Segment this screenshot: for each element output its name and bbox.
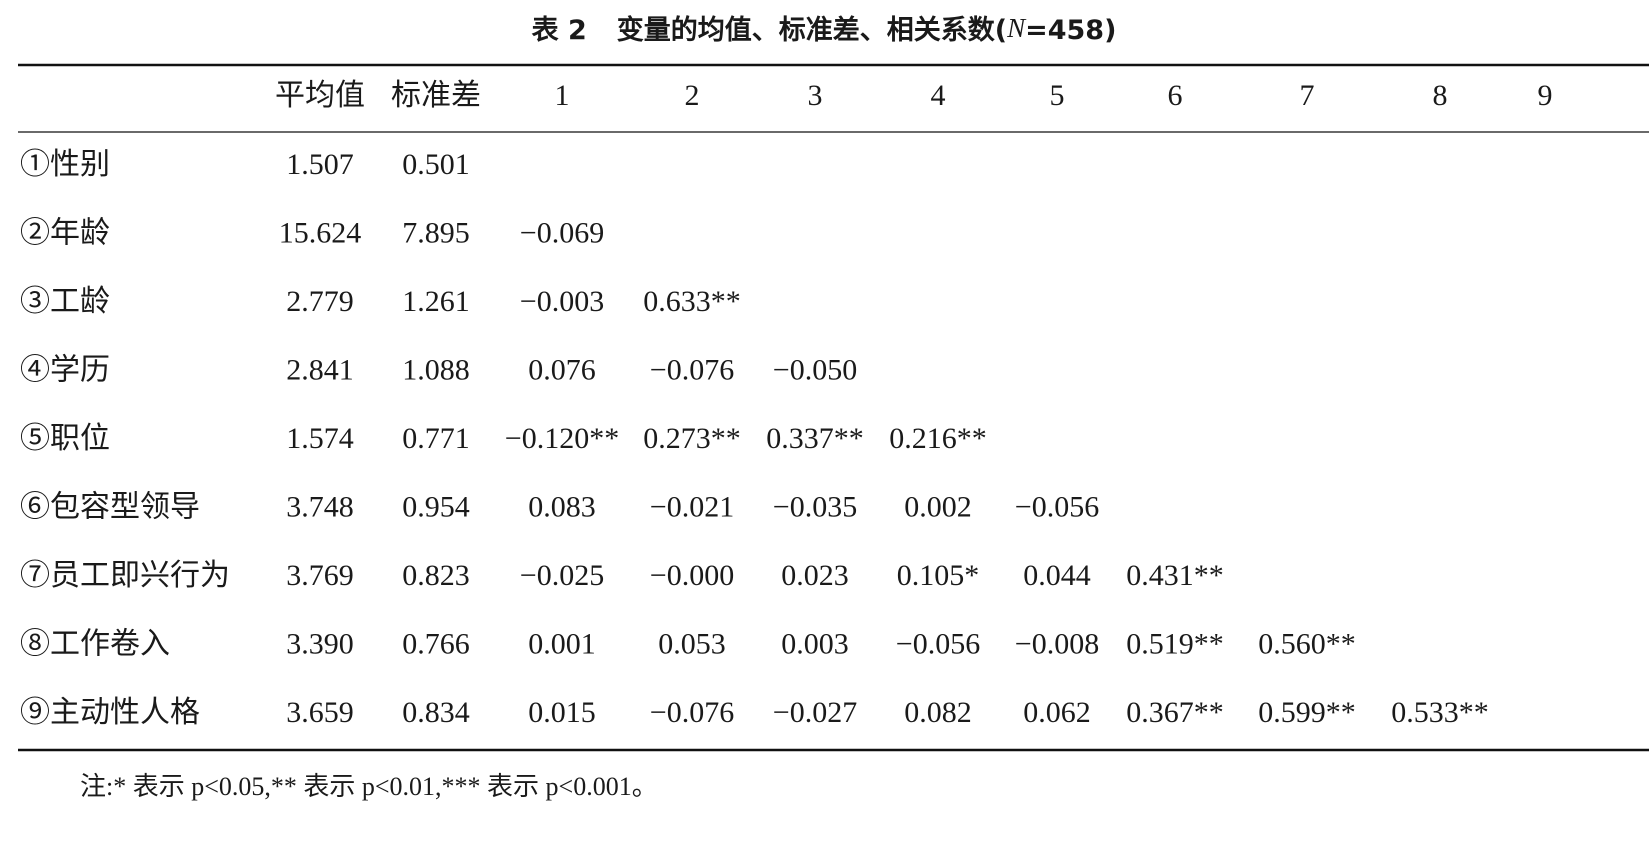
column-header: 8 — [1433, 79, 1448, 112]
column-header: 3 — [808, 79, 823, 112]
cell: 2.841 — [286, 353, 354, 386]
cell: 0.273** — [643, 422, 741, 455]
column-header: 5 — [1050, 79, 1065, 112]
cell: 0.431** — [1126, 559, 1224, 592]
column-header: 平均值 — [275, 79, 365, 112]
row-label: ⑥包容型领导 — [20, 490, 200, 523]
cell: 0.044 — [1023, 559, 1091, 592]
caption-label: 表 2 — [532, 15, 587, 46]
cell: 0.105* — [897, 559, 980, 592]
cell: 0.834 — [402, 696, 470, 729]
cell: 0.001 — [528, 627, 596, 660]
cell: 0.002 — [904, 490, 972, 523]
column-header: 2 — [685, 79, 700, 112]
cell: 0.766 — [402, 627, 470, 660]
cell: 0.633** — [643, 285, 741, 318]
cell: −0.021 — [650, 490, 734, 523]
cell: 3.390 — [286, 627, 354, 660]
cell: −0.076 — [650, 696, 734, 729]
cell: 0.954 — [402, 490, 470, 523]
row-label: ⑦员工即兴行为 — [20, 559, 230, 592]
column-header: 7 — [1300, 79, 1315, 112]
column-header: 9 — [1538, 79, 1553, 112]
cell: 0.823 — [402, 559, 470, 592]
cell: 0.015 — [528, 696, 596, 729]
cell: 3.659 — [286, 696, 354, 729]
note: 注:* 表示 p<0.05,** 表示 p<0.01,*** 表示 p<0.00… — [80, 772, 658, 801]
cell: −0.050 — [773, 353, 857, 386]
cell: 0.003 — [781, 627, 849, 660]
column-header: 1 — [555, 79, 570, 112]
caption-italic: N — [1006, 13, 1027, 43]
cell: 3.769 — [286, 559, 354, 592]
cell: −0.003 — [520, 285, 604, 318]
caption-text: 变量的均值、标准差、相关系数( — [617, 14, 1007, 46]
cell: −0.008 — [1015, 627, 1099, 660]
row-label: ⑨主动性人格 — [20, 696, 200, 729]
cell: 0.076 — [528, 353, 596, 386]
cell: −0.069 — [520, 216, 604, 249]
cell: −0.056 — [1015, 490, 1099, 523]
cell: −0.027 — [773, 696, 857, 729]
row-label: ①性别 — [20, 148, 110, 181]
column-header: 6 — [1168, 79, 1183, 112]
cell: −0.025 — [520, 559, 604, 592]
column-header: 4 — [931, 79, 946, 112]
cell: 3.748 — [286, 490, 354, 523]
row-label: ④学历 — [20, 353, 110, 386]
cell: −0.035 — [773, 490, 857, 523]
cell: 0.599** — [1258, 696, 1356, 729]
cell: 0.023 — [781, 559, 849, 592]
cell: 0.533** — [1391, 696, 1489, 729]
cell: 0.771 — [402, 422, 470, 455]
row-label: ②年龄 — [20, 216, 110, 249]
cell: 0.560** — [1258, 627, 1356, 660]
cell: 15.624 — [279, 216, 362, 249]
cell: 0.053 — [658, 627, 726, 660]
cell: −0.120** — [505, 422, 619, 455]
cell: 0.083 — [528, 490, 596, 523]
column-header: 标准差 — [391, 79, 481, 112]
caption-text: =458) — [1025, 15, 1116, 46]
cell: −0.056 — [896, 627, 980, 660]
row-label: ⑧工作卷入 — [20, 627, 170, 660]
cell: 0.519** — [1126, 627, 1224, 660]
cell: 7.895 — [402, 216, 470, 249]
cell: 1.261 — [402, 285, 470, 318]
row-label: ③工龄 — [20, 285, 110, 318]
cell: 0.501 — [402, 148, 470, 181]
cell: 1.574 — [286, 422, 354, 455]
cell: 0.337** — [766, 422, 864, 455]
cell: −0.000 — [650, 559, 734, 592]
cell: 1.088 — [402, 353, 470, 386]
cell: 0.367** — [1126, 696, 1224, 729]
cell: 2.779 — [286, 285, 354, 318]
cell: 1.507 — [286, 148, 354, 181]
cell: 0.082 — [904, 696, 972, 729]
caption: 表 2 变量的均值、标准差、相关系数(N=458) — [532, 13, 1117, 45]
cell: 0.216** — [889, 422, 987, 455]
cell: 0.062 — [1023, 696, 1091, 729]
cell: −0.076 — [650, 353, 734, 386]
row-label: ⑤职位 — [20, 422, 110, 455]
